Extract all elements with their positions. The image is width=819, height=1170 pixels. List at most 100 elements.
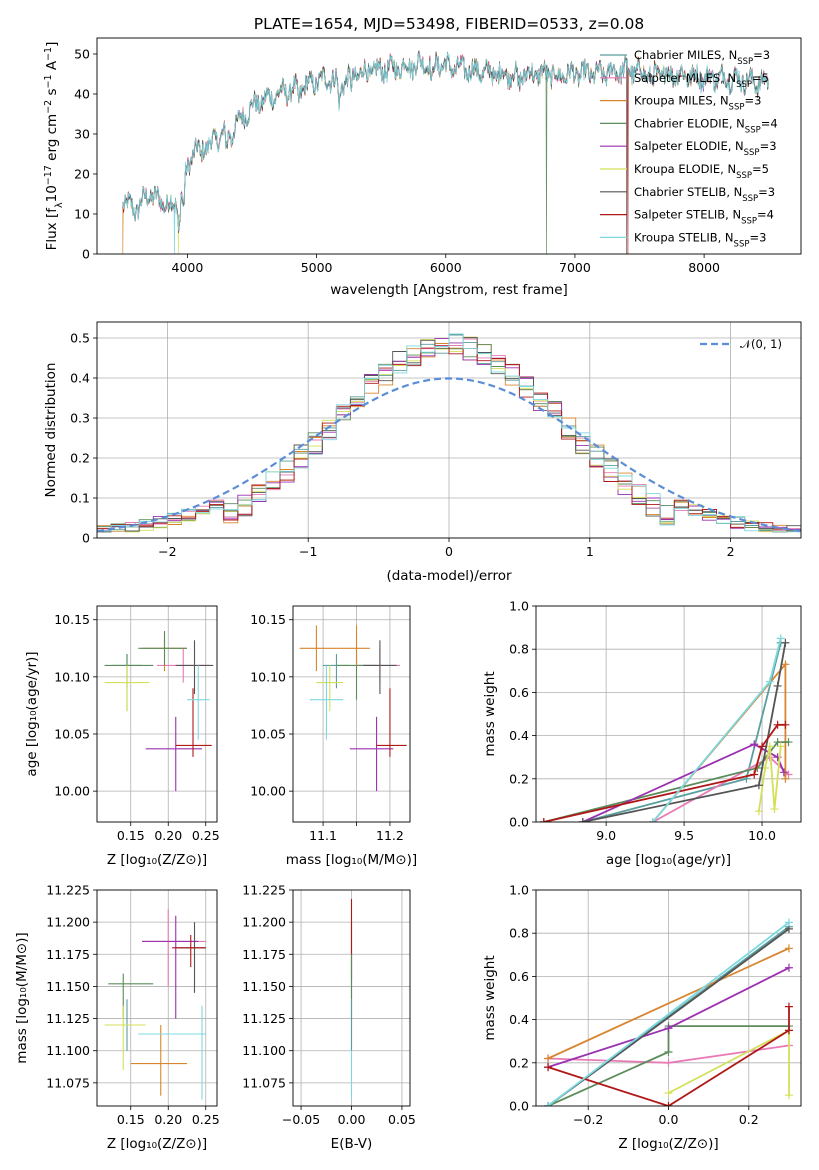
axes-frame bbox=[535, 889, 802, 1107]
y-tick-label: 0.2 bbox=[70, 451, 90, 466]
legend-sub: SSP bbox=[729, 103, 745, 113]
plot-area bbox=[97, 606, 217, 822]
x-tick-label: 0.00 bbox=[338, 1112, 366, 1127]
weight-marker bbox=[784, 944, 793, 953]
weight-marker bbox=[765, 742, 774, 751]
legend-suffix: =3 bbox=[744, 94, 761, 108]
y-tick-label: 10 bbox=[74, 207, 90, 222]
axes-frame bbox=[96, 321, 802, 539]
x-tick-label: 2 bbox=[727, 544, 735, 559]
x-tick-label: 0.20 bbox=[154, 828, 182, 843]
weight-marker bbox=[578, 818, 587, 822]
y-tick-label: 0.1 bbox=[70, 491, 90, 506]
y-tick-label: 0 bbox=[82, 247, 90, 262]
panel-mass-vs-EBV: −0.05 0.00 0.05 11.075 11.100 11.125 11.150 11.… bbox=[242, 883, 416, 1153]
legend-suffix: =4 bbox=[757, 208, 774, 222]
x-tick-label: 7000 bbox=[559, 260, 591, 275]
legend-entry-5: Kroupa ELODIE, NSSP=5 bbox=[634, 162, 769, 181]
y-tick-label: 10.10 bbox=[250, 669, 286, 684]
y-tick-label: 0.6 bbox=[509, 969, 529, 984]
errorbar-point-8 bbox=[138, 1005, 206, 1100]
legend-entry-1: Salpeter MILES, NSSP=5 bbox=[634, 71, 769, 90]
x-axis-label: Z [log₁₀(Z/Z⊙)] bbox=[107, 852, 207, 868]
y-tick-label: 11.075 bbox=[46, 1075, 90, 1090]
figure-title: PLATE=1654, MJD=53498, FIBERID=0533, z=0… bbox=[254, 15, 644, 33]
weight-marker bbox=[781, 720, 790, 729]
errorbar-point-9 bbox=[138, 631, 187, 666]
y-tick-label: 11.200 bbox=[242, 915, 286, 930]
normal-curve bbox=[97, 377, 801, 533]
y-tick-label: 11.100 bbox=[46, 1043, 90, 1058]
weight-marker bbox=[784, 738, 793, 747]
y-tick-label: 10.00 bbox=[250, 784, 286, 799]
axes: 0.15 0.20 0.25 11.075 11.100 11.125 11.150 11.1… bbox=[46, 883, 219, 1128]
y-axis-label-part: 10 bbox=[44, 185, 60, 202]
grid-layer bbox=[536, 890, 801, 1106]
legend-entry-6: Chabrier STELIB, NSSP=3 bbox=[634, 185, 775, 204]
x-tick-label: −0.2 bbox=[573, 1112, 603, 1127]
y-axis-label: Flux [fλ10−17 erg cm−2 s−1 A−1] bbox=[43, 42, 65, 251]
y-tick-label: 11.150 bbox=[242, 979, 286, 994]
legend-text: Chabrier ELODIE, N bbox=[634, 116, 745, 130]
x-tick-label: 4000 bbox=[172, 260, 204, 275]
y-axis-label-part: erg cm bbox=[44, 114, 60, 165]
y-tick-label: 0.4 bbox=[70, 371, 90, 386]
errorbar-point-5 bbox=[104, 1005, 146, 1070]
errorbar-point-2 bbox=[299, 625, 337, 672]
plot-area bbox=[536, 890, 801, 1106]
axes: −0.2 0.0 0.2 0.0 0.2 0.4 0.6 0.8 1.0 bbox=[509, 883, 759, 1128]
x-tick-label: 0.05 bbox=[388, 1112, 416, 1127]
errorbar-point-8 bbox=[309, 665, 344, 740]
histogram-8 bbox=[97, 333, 801, 538]
panel-massweight-vs-Z: −0.2 0.0 0.2 0.0 0.2 0.4 0.6 0.8 1.0 Z [log₁₀(Z/Z… bbox=[482, 883, 802, 1152]
y-tick-label: 10.15 bbox=[54, 612, 90, 627]
weight-marker bbox=[664, 1024, 673, 1033]
x-tick-label: 0.15 bbox=[117, 1112, 145, 1127]
y-tick-label: 0.6 bbox=[509, 685, 529, 700]
x-tick-label: 0.0 bbox=[659, 1112, 679, 1127]
y-tick-label: 40 bbox=[74, 87, 90, 102]
legend-entry-3: Chabrier ELODIE, NSSP=4 bbox=[634, 116, 778, 135]
y-axis-label: mass weight bbox=[482, 671, 498, 756]
y-tick-label: 11.125 bbox=[46, 1011, 90, 1026]
weight-marker bbox=[773, 681, 782, 690]
x-tick-label: 11.2 bbox=[376, 828, 404, 843]
weight-marker bbox=[776, 634, 785, 643]
weight-marker bbox=[773, 738, 782, 747]
weight-marker bbox=[784, 963, 793, 972]
x-axis-label: mass [log₁₀(M/M⊙)] bbox=[286, 852, 417, 868]
x-tick-label: −0.05 bbox=[282, 1112, 320, 1127]
spectrum-line-8 bbox=[122, 52, 769, 254]
legend-sub: SSP bbox=[736, 171, 752, 181]
weight-marker bbox=[648, 818, 657, 822]
weight-marker bbox=[664, 1102, 673, 1106]
y-tick-label: 10.05 bbox=[54, 727, 90, 742]
weight-line-7 bbox=[547, 1006, 790, 1106]
weight-marker bbox=[758, 742, 767, 751]
legend-suffix: =5 bbox=[752, 162, 769, 176]
axes: 9.0 9.5 10.0 0.0 0.2 0.4 0.6 0.8 1.0 bbox=[509, 599, 776, 844]
y-tick-label: 30 bbox=[74, 127, 90, 142]
axes: −0.05 0.00 0.05 11.075 11.100 11.125 11.150 11.… bbox=[242, 883, 416, 1128]
axes: 0.15 0.20 0.25 10.00 10.05 10.10 10.15 bbox=[54, 612, 219, 843]
weight-marker bbox=[544, 1054, 553, 1063]
x-axis-label: Z [log₁₀(Z/Z⊙)] bbox=[107, 1136, 207, 1152]
axes-frame bbox=[96, 605, 218, 823]
y-tick-label: 11.200 bbox=[46, 915, 90, 930]
x-tick-label: 0.2 bbox=[739, 1112, 759, 1127]
weight-marker bbox=[664, 1048, 673, 1056]
panel-spectrum: 4000 5000 6000 7000 8000 0 10 20 30 40 50 wavelengt… bbox=[43, 37, 802, 298]
legend-sub: SSP bbox=[742, 194, 758, 204]
y-axis-label: mass weight bbox=[482, 955, 498, 1040]
y-axis-label: Normed distribution bbox=[43, 363, 59, 498]
weight-marker bbox=[539, 818, 548, 822]
y-tick-label: 11.175 bbox=[242, 947, 286, 962]
x-tick-label: 9.5 bbox=[674, 828, 694, 843]
y-tick-label: 0.2 bbox=[509, 1055, 529, 1070]
weight-marker bbox=[664, 1058, 673, 1067]
x-tick-label: 6000 bbox=[430, 260, 462, 275]
axes-frame bbox=[96, 37, 802, 255]
y-tick-label: 1.0 bbox=[509, 883, 529, 898]
legend-sub: SSP bbox=[737, 57, 753, 67]
